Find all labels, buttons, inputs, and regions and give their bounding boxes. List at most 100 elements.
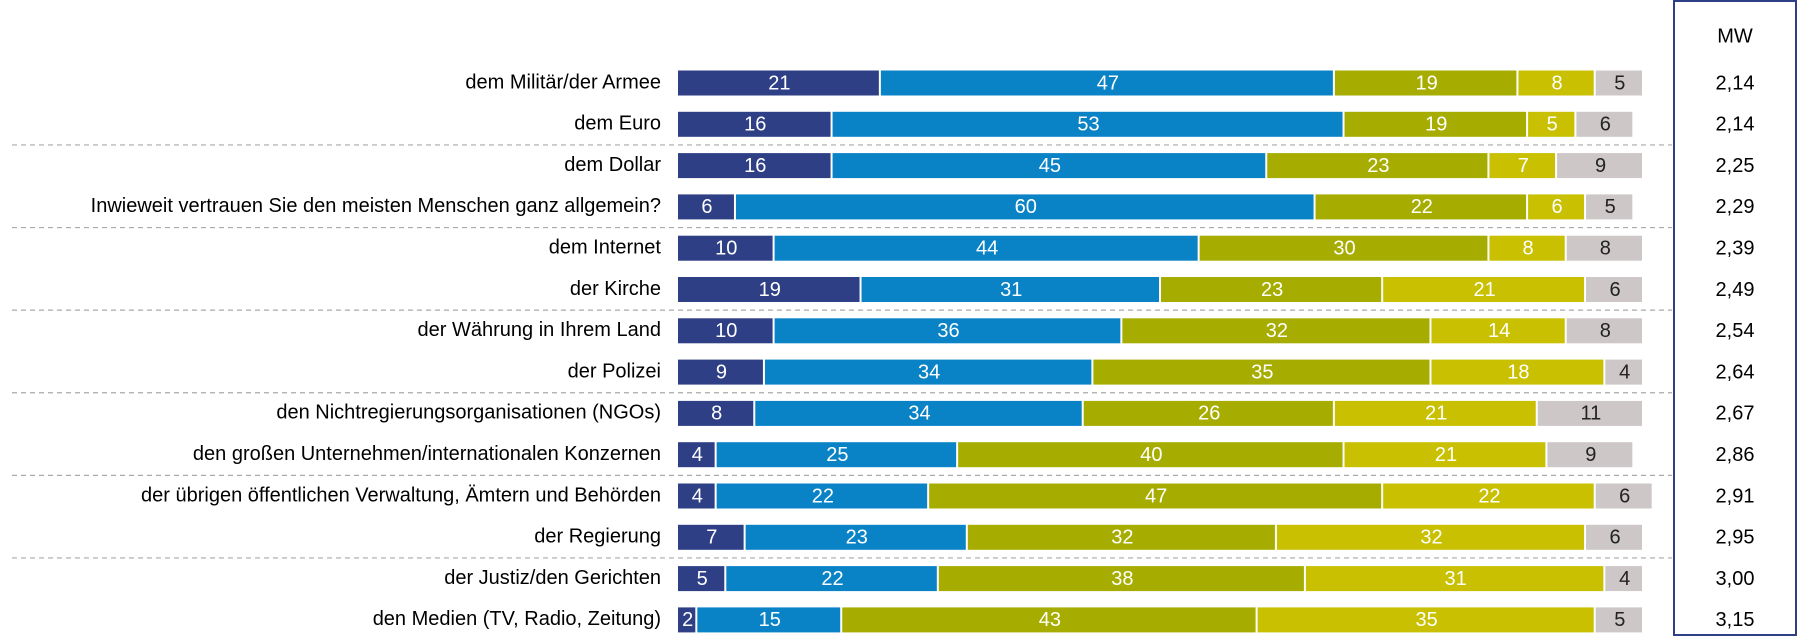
data-label: 21 bbox=[1425, 403, 1447, 425]
bar-segment bbox=[1334, 400, 1536, 426]
data-label: 32 bbox=[1420, 527, 1442, 549]
data-label: 5 bbox=[1614, 609, 1625, 631]
bar-segment bbox=[1528, 111, 1575, 137]
bar-segment bbox=[832, 153, 1266, 179]
mw-value: 2,14 bbox=[1716, 114, 1755, 136]
data-label: 6 bbox=[701, 196, 712, 218]
data-label: 45 bbox=[1039, 155, 1061, 177]
bar-segment bbox=[1537, 400, 1642, 426]
data-label: 32 bbox=[1111, 527, 1133, 549]
bar-segment bbox=[755, 400, 1082, 426]
bar-segment bbox=[678, 318, 773, 344]
bar-segment bbox=[1518, 70, 1594, 96]
category-label: der übrigen öffentlichen Verwaltung, Ämt… bbox=[141, 484, 661, 506]
data-label: 32 bbox=[1266, 320, 1288, 342]
data-label: 5 bbox=[1614, 72, 1625, 94]
data-label: 10 bbox=[715, 320, 737, 342]
mw-box bbox=[1673, 0, 1797, 636]
data-label: 16 bbox=[744, 155, 766, 177]
data-label: 31 bbox=[1000, 279, 1022, 301]
data-label: 6 bbox=[1551, 196, 1562, 218]
data-label: 4 bbox=[1619, 361, 1630, 383]
data-label: 5 bbox=[697, 568, 708, 590]
data-label: 7 bbox=[706, 527, 717, 549]
mw-value: 2,25 bbox=[1716, 155, 1755, 177]
bar-segment bbox=[1093, 359, 1430, 385]
data-label: 53 bbox=[1077, 114, 1099, 136]
data-label: 6 bbox=[1609, 279, 1620, 301]
bar-segment bbox=[1566, 235, 1642, 261]
data-label: 22 bbox=[821, 568, 843, 590]
bar-segment bbox=[1595, 483, 1652, 509]
bar-segment bbox=[678, 566, 725, 592]
mw-value: 2,39 bbox=[1716, 237, 1755, 259]
data-label: 22 bbox=[1411, 196, 1433, 218]
data-label: 30 bbox=[1333, 237, 1355, 259]
bar-segment bbox=[678, 524, 744, 550]
data-label: 6 bbox=[1600, 114, 1611, 136]
data-label: 21 bbox=[1473, 279, 1495, 301]
data-label: 44 bbox=[976, 237, 998, 259]
mw-value: 2,64 bbox=[1716, 361, 1755, 383]
data-label: 23 bbox=[1261, 279, 1283, 301]
bar-segment bbox=[1605, 566, 1642, 592]
data-label: 21 bbox=[768, 72, 790, 94]
bar-segment bbox=[678, 194, 734, 220]
bar-segment bbox=[1576, 111, 1633, 137]
bar-segment bbox=[1431, 318, 1565, 344]
data-label: 43 bbox=[1039, 609, 1061, 631]
bar-segment bbox=[1083, 400, 1333, 426]
data-label: 47 bbox=[1097, 72, 1119, 94]
bar-segment bbox=[1586, 194, 1633, 220]
data-label: 26 bbox=[1198, 403, 1220, 425]
bar-segment bbox=[1595, 70, 1642, 96]
bar-segment bbox=[967, 524, 1275, 550]
category-label: der Währung in Ihrem Land bbox=[418, 319, 661, 341]
mw-value: 2,54 bbox=[1716, 320, 1755, 342]
data-label: 23 bbox=[1367, 155, 1389, 177]
data-label: 31 bbox=[1445, 568, 1467, 590]
mw-value: 2,14 bbox=[1716, 72, 1755, 94]
mw-value: 2,29 bbox=[1716, 196, 1755, 218]
bar-segment bbox=[678, 442, 715, 468]
mw-value: 3,15 bbox=[1716, 609, 1755, 631]
bar-segment bbox=[1334, 70, 1517, 96]
data-label: 8 bbox=[1600, 237, 1611, 259]
bar-segment bbox=[764, 359, 1092, 385]
data-label: 16 bbox=[744, 114, 766, 136]
data-label: 9 bbox=[716, 361, 727, 383]
data-label: 35 bbox=[1416, 609, 1438, 631]
data-label: 4 bbox=[692, 485, 703, 507]
category-label: der Kirche bbox=[570, 278, 661, 300]
data-label: 8 bbox=[1551, 72, 1562, 94]
bar-segment bbox=[1557, 153, 1642, 179]
bar-segment bbox=[678, 359, 763, 385]
bar-segment bbox=[697, 607, 841, 633]
data-label: 47 bbox=[1145, 485, 1167, 507]
data-label: 36 bbox=[937, 320, 959, 342]
bar-segment bbox=[1344, 111, 1527, 137]
data-label: 34 bbox=[908, 403, 930, 425]
data-label: 8 bbox=[1600, 320, 1611, 342]
data-label: 38 bbox=[1111, 568, 1133, 590]
data-label: 6 bbox=[1619, 485, 1630, 507]
bar-segment bbox=[929, 483, 1382, 509]
category-label: Inwieweit vertrauen Sie den meisten Mens… bbox=[91, 195, 661, 217]
mw-value: 2,67 bbox=[1716, 403, 1755, 425]
data-label: 60 bbox=[1015, 196, 1037, 218]
bar-segment bbox=[1122, 318, 1430, 344]
bar-segment bbox=[1489, 235, 1565, 261]
category-label: dem Internet bbox=[549, 236, 662, 258]
bar-segment bbox=[1595, 607, 1642, 633]
data-label: 15 bbox=[759, 609, 781, 631]
bar-segment bbox=[880, 70, 1333, 96]
bar-segment bbox=[1383, 277, 1585, 302]
data-label: 25 bbox=[826, 444, 848, 466]
bar-segment bbox=[678, 400, 754, 426]
bar-segment bbox=[1276, 524, 1585, 550]
bar-segment bbox=[1586, 524, 1642, 550]
bar-segment bbox=[678, 235, 773, 261]
bar-segment bbox=[1586, 277, 1642, 302]
data-label: 19 bbox=[1416, 72, 1438, 94]
